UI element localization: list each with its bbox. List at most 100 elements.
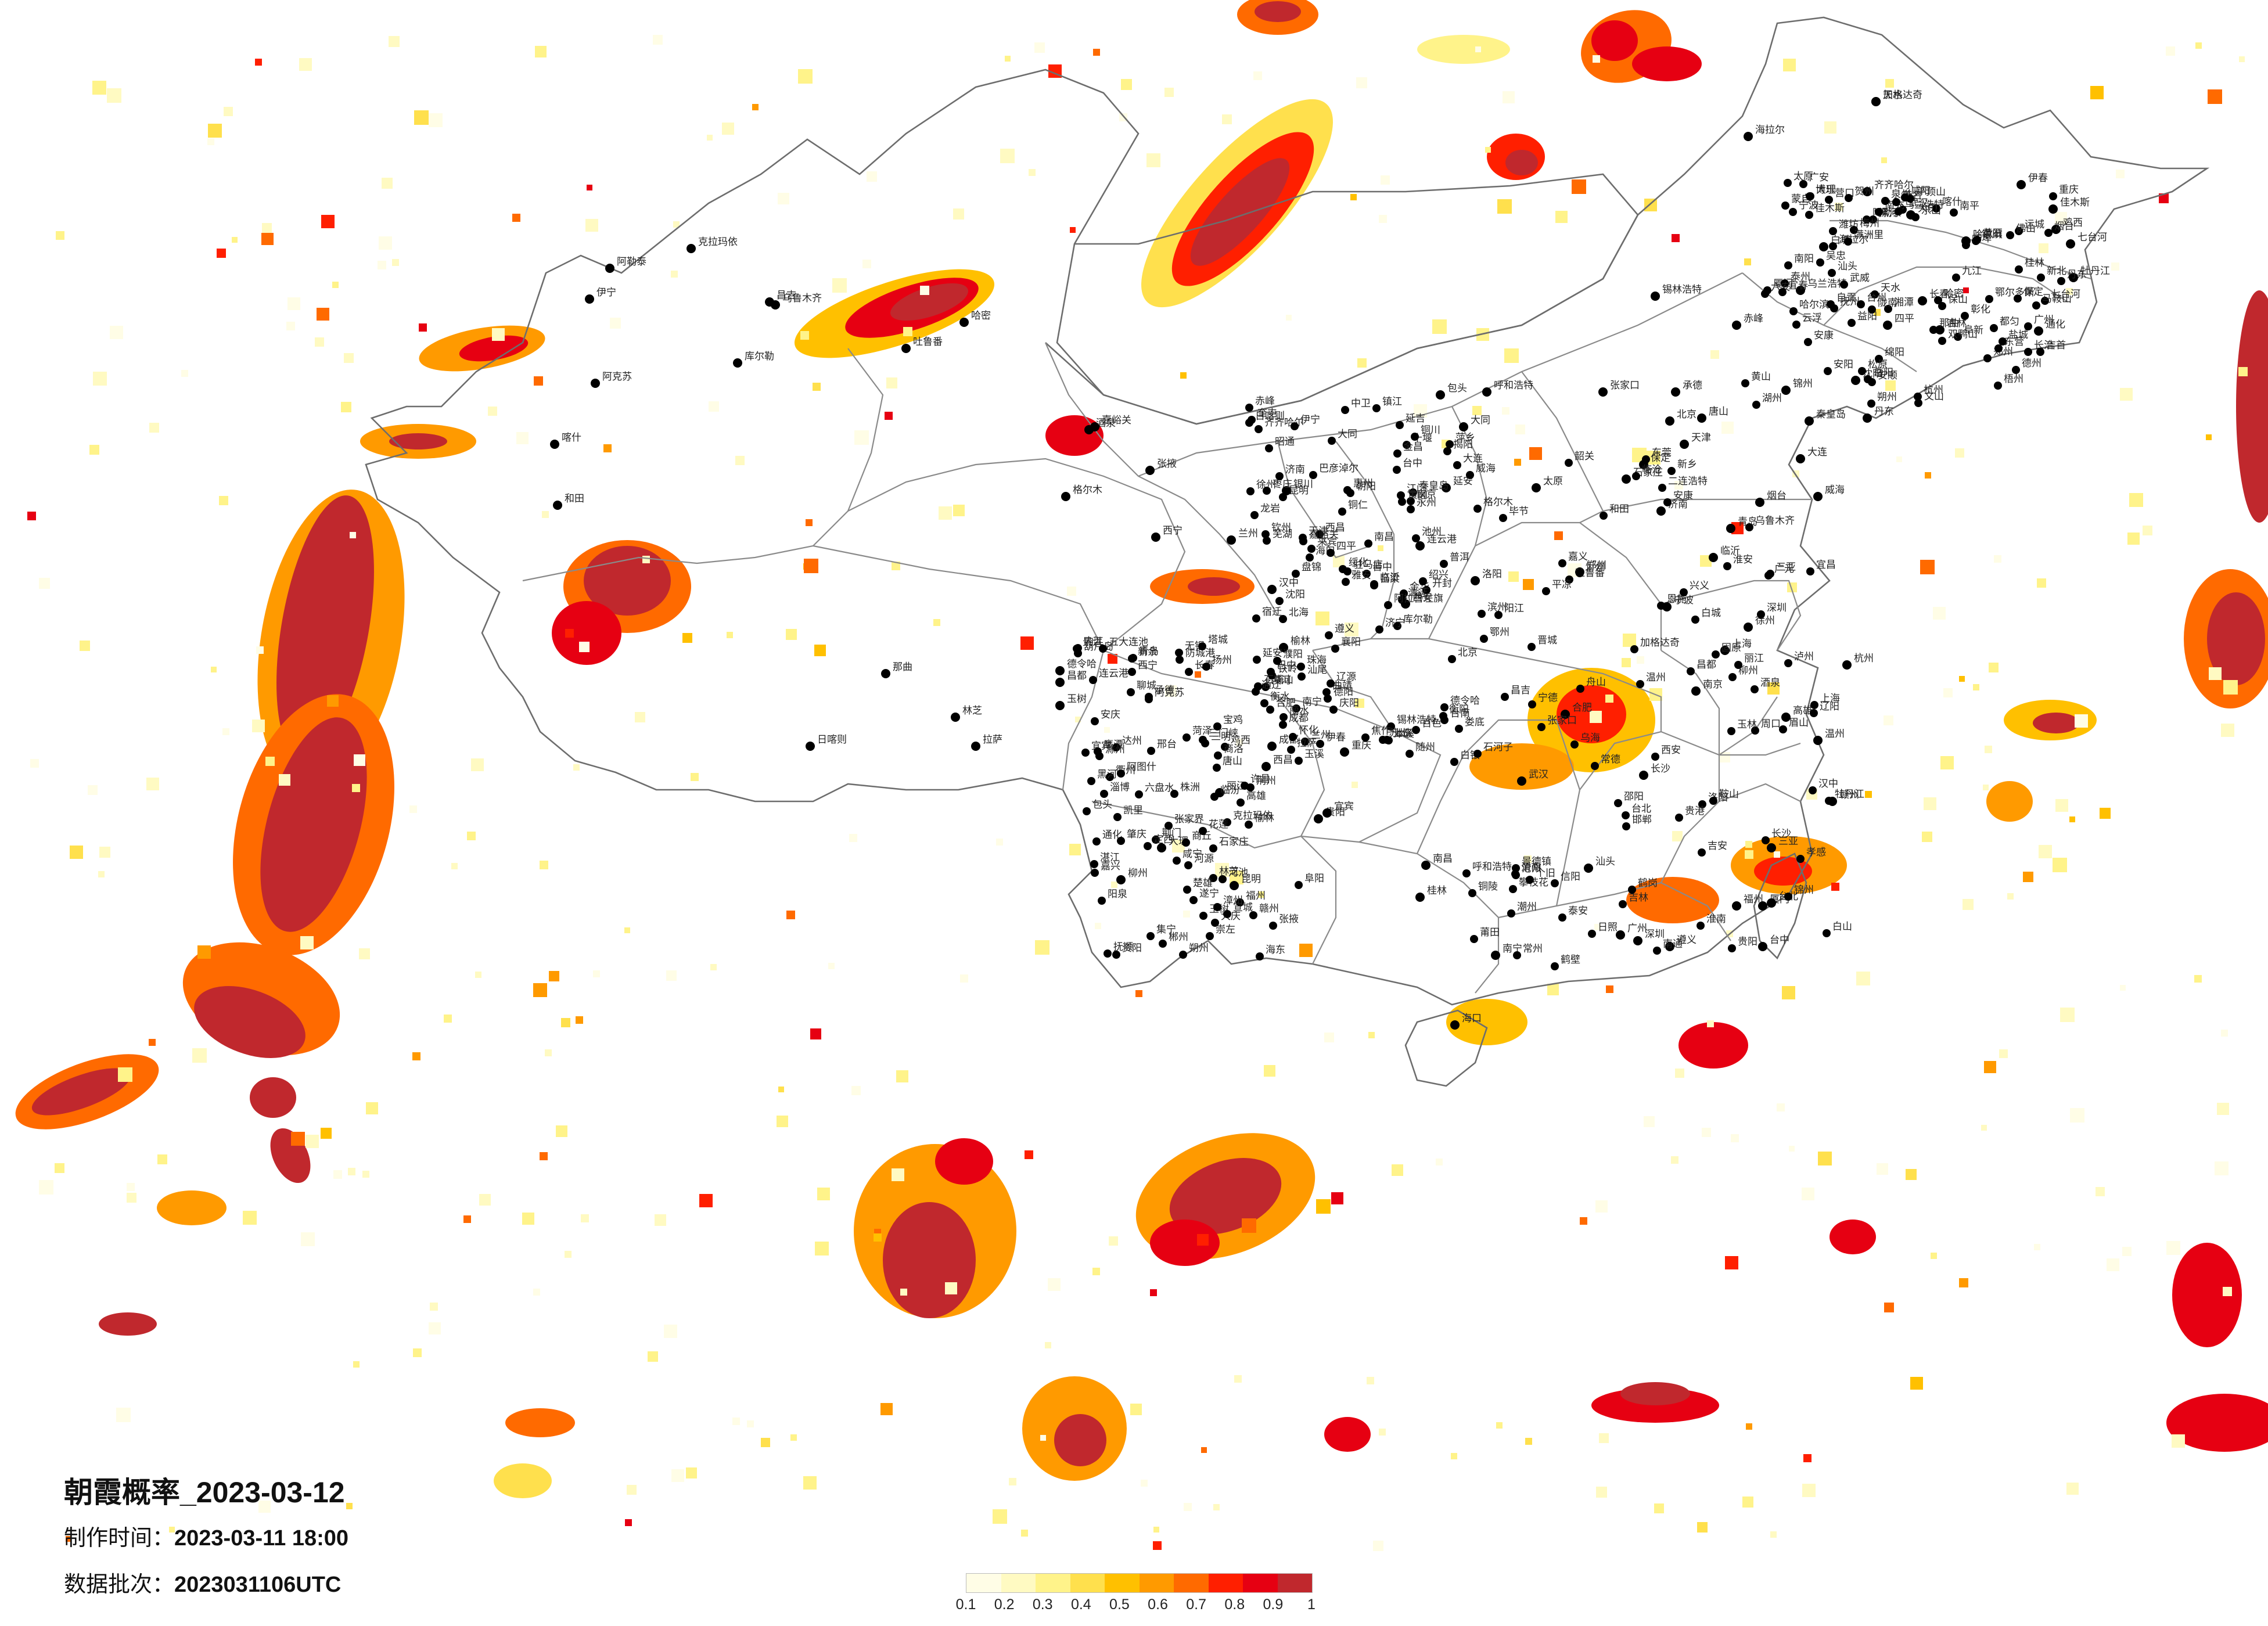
city-label: 上海 <box>1820 693 1840 704</box>
probability-pixel <box>1045 1342 1051 1348</box>
city-label: 秦皇岛 <box>1816 409 1846 420</box>
city-marker <box>1206 932 1214 940</box>
city-label: 福州 <box>1246 890 1266 902</box>
province-border-innermongolia <box>1138 272 1743 477</box>
city-marker <box>1825 196 1833 204</box>
city-label: 上饶 <box>1393 728 1412 739</box>
probability-pixel <box>1109 1236 1118 1246</box>
city-label: 台州 <box>1867 292 1886 304</box>
city-label: 朝阳 <box>1356 481 1376 492</box>
city-marker <box>1827 300 1835 308</box>
city-marker <box>1551 962 1559 970</box>
probability-pixel <box>849 834 857 842</box>
legend-swatch <box>1070 1574 1105 1592</box>
city-label: 满洲里 <box>1854 229 1884 241</box>
probability-pixel <box>778 1087 784 1092</box>
probability-pixel <box>265 757 275 766</box>
city-marker <box>2015 227 2023 235</box>
city-label: 抚州 <box>1840 296 1860 308</box>
probability-pixel <box>116 1408 131 1422</box>
probability-pixel <box>2122 1247 2132 1256</box>
city-label: 伊春 <box>1326 732 1346 743</box>
probability-pixel <box>854 430 869 445</box>
city-marker <box>1245 404 1253 412</box>
probability-pixel <box>232 237 238 243</box>
city-marker <box>1175 649 1183 657</box>
city-label: 漯河 <box>1879 207 1899 219</box>
city-label: 牡丹江 <box>2080 265 2110 277</box>
city-marker <box>1279 713 1288 721</box>
probability-pixel <box>939 506 952 520</box>
city-label: 张家界 <box>1174 814 1204 825</box>
probability-pixel <box>1092 1268 1100 1275</box>
city-label: 四平 <box>1895 313 1914 325</box>
city-marker <box>1863 187 1872 196</box>
probability-pixel <box>817 1188 830 1200</box>
city-label: 丹东 <box>1874 406 1894 418</box>
city-marker <box>1091 869 1099 877</box>
probability-pixel <box>803 1476 817 1490</box>
probability-pixel <box>30 759 39 768</box>
probability-pixel <box>341 402 351 412</box>
city-marker <box>1268 671 1276 679</box>
city-marker <box>1184 861 1192 869</box>
probability-pixel <box>243 1211 257 1225</box>
probability-pixel <box>1333 556 1345 567</box>
probability-pixel <box>1802 1188 1814 1200</box>
city-label: 江门 <box>1407 483 1426 495</box>
city-marker <box>1396 421 1404 429</box>
city-marker <box>1709 553 1718 562</box>
probability-patch <box>260 717 367 932</box>
probability-pixel <box>219 496 228 505</box>
city-marker <box>1789 208 1797 216</box>
probability-pixel <box>1150 1289 1157 1296</box>
city-label: 大连 <box>1463 453 1483 465</box>
city-label: 广州 <box>2034 314 2054 326</box>
city-label: 辽阳 <box>1820 701 1839 713</box>
probability-pixel <box>1925 472 1931 479</box>
probability-pixel <box>1485 147 1491 153</box>
city-label: 绵阳 <box>1885 347 1904 358</box>
probability-pixel <box>389 36 400 47</box>
city-label: 雅安 <box>1352 570 1371 581</box>
city-marker <box>1292 570 1300 578</box>
probability-pixel <box>2143 526 2152 535</box>
city-label: 喀什 <box>1942 196 1962 208</box>
probability-pixel <box>92 81 106 95</box>
city-marker <box>1091 717 1099 725</box>
city-marker <box>1918 296 1927 305</box>
city-label: 酒泉 <box>1096 418 1116 429</box>
city-marker <box>1781 279 1789 287</box>
city-marker <box>1210 793 1219 801</box>
probability-pixel <box>2066 1483 2079 1495</box>
city-label: 西宁 <box>1138 660 1158 671</box>
probability-pixel <box>255 59 262 66</box>
city-marker <box>2006 231 2014 239</box>
province-border-jilin <box>1823 266 2068 326</box>
probability-pixel <box>1367 1377 1374 1384</box>
city-label: 阜新 <box>1964 325 1983 336</box>
probability-patch <box>1045 415 1104 456</box>
city-marker <box>1409 488 1417 497</box>
probability-pixel <box>900 1289 907 1296</box>
probability-pixel <box>2206 434 2212 440</box>
probability-pixel <box>1959 676 1965 682</box>
probability-pixel <box>258 1501 271 1513</box>
probability-pixel <box>886 377 897 388</box>
city-label: 东营 <box>2004 336 2024 348</box>
probability-pixel <box>603 444 612 452</box>
probability-pixel <box>892 562 900 570</box>
city-marker <box>1279 721 1287 729</box>
probability-pixel <box>70 846 83 859</box>
probability-pixel <box>581 1214 589 1222</box>
city-label: 大同 <box>1471 415 1490 426</box>
city-marker <box>1055 678 1065 687</box>
city-marker <box>1698 800 1706 808</box>
probability-pixel <box>107 88 121 103</box>
city-marker <box>1295 881 1303 889</box>
probability-pixel <box>867 171 877 182</box>
city-label: 库尔勒 <box>745 351 774 362</box>
city-label: 许昌 <box>1250 774 1270 785</box>
city-marker <box>1584 864 1593 873</box>
city-label: 随州 <box>1415 742 1435 753</box>
